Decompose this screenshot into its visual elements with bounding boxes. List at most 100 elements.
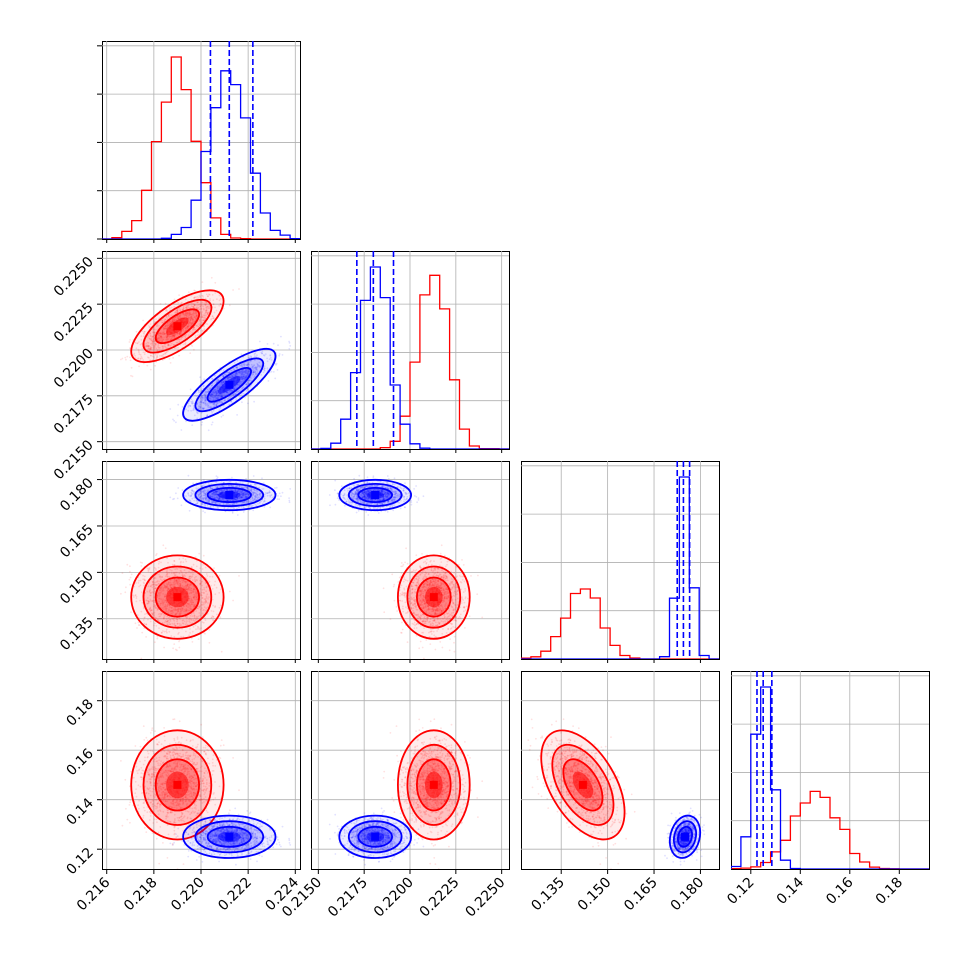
scatter-point <box>152 612 155 614</box>
scatter-point <box>227 372 230 375</box>
scatter-point <box>226 391 228 394</box>
scatter-point <box>166 335 169 338</box>
scatter-point <box>229 375 232 378</box>
scatter-point <box>195 392 197 394</box>
scatter-point <box>218 394 221 397</box>
scatter-point <box>165 339 168 341</box>
scatter-point <box>214 390 217 393</box>
scatter-point <box>193 312 196 315</box>
scatter-point <box>216 392 218 395</box>
scatter-point <box>176 309 178 312</box>
scatter-point <box>272 342 275 345</box>
scatter-point <box>188 577 191 580</box>
scatter-point <box>207 404 209 407</box>
scatter-point <box>203 393 205 396</box>
scatter-point <box>176 311 178 314</box>
scatter-point <box>207 295 210 298</box>
scatter-point <box>171 319 174 322</box>
scatter-point <box>198 322 201 325</box>
scatter-point <box>210 385 213 387</box>
scatter-point <box>234 374 237 377</box>
scatter-point <box>212 317 215 320</box>
scatter-point <box>204 392 207 394</box>
scatter-point <box>244 371 247 373</box>
scatter-point <box>159 589 161 591</box>
scatter-point <box>219 395 222 398</box>
scatter-point <box>161 337 164 339</box>
scatter-point <box>250 356 253 359</box>
scatter-point <box>212 303 215 306</box>
scatter-point <box>171 336 174 338</box>
scatter-point <box>204 403 207 405</box>
scatter-point <box>213 395 216 398</box>
scatter-point <box>208 388 211 390</box>
scatter-point <box>170 342 173 345</box>
scatter-point <box>177 315 180 318</box>
scatter-point <box>243 370 245 373</box>
scatter-point <box>227 398 230 400</box>
scatter-point <box>120 358 122 361</box>
scatter-point <box>176 581 178 583</box>
scatter-point <box>200 401 203 404</box>
scatter-point <box>152 328 155 330</box>
scatter-point <box>130 573 133 576</box>
scatter-point <box>202 385 205 388</box>
scatter-point <box>150 354 152 357</box>
scatter-point <box>212 396 215 399</box>
scatter-point <box>228 403 231 406</box>
scatter-point <box>216 380 219 382</box>
scatter-point <box>236 367 239 370</box>
scatter-point <box>288 342 291 344</box>
scatter-point <box>280 495 282 498</box>
scatter-point <box>172 418 174 421</box>
scatter-point <box>201 394 204 397</box>
scatter-point <box>245 368 248 371</box>
scatter-point <box>181 573 184 576</box>
scatter-point <box>175 613 177 615</box>
scatter-point <box>246 383 248 386</box>
scatter-point <box>191 345 194 347</box>
scatter-point <box>159 339 162 342</box>
scatter-point <box>160 335 162 338</box>
scatter-point <box>254 352 257 355</box>
scatter-point <box>202 316 205 319</box>
scatter-point <box>202 401 205 404</box>
scatter-point <box>263 365 266 367</box>
scatter-point <box>182 335 184 338</box>
scatter-point <box>188 575 191 578</box>
scatter-point <box>185 408 187 411</box>
scatter-point <box>142 578 145 581</box>
scatter-point <box>175 318 178 321</box>
scatter-point <box>149 323 152 325</box>
scatter-point <box>155 318 158 321</box>
scatter-point <box>234 374 237 377</box>
scatter-point <box>158 332 161 335</box>
scatter-point <box>198 605 201 608</box>
scatter-point <box>152 335 155 338</box>
scatter-point <box>231 512 234 514</box>
scatter-point <box>173 334 175 337</box>
scatter-point <box>169 338 172 341</box>
scatter-point <box>215 404 218 407</box>
scatter-point <box>152 353 155 355</box>
scatter-point <box>151 340 154 343</box>
scatter-point <box>256 354 258 357</box>
scatter-point <box>173 335 176 338</box>
scatter-point <box>202 398 205 400</box>
scatter-point <box>185 306 187 309</box>
scatter-point <box>167 344 170 346</box>
scatter-point <box>163 332 166 335</box>
scatter-point <box>215 404 218 407</box>
scatter-point <box>195 310 197 313</box>
scatter-point <box>201 398 204 401</box>
scatter-point <box>189 322 192 324</box>
scatter-point <box>251 374 253 377</box>
scatter-point <box>214 281 217 284</box>
scatter-point <box>263 367 266 369</box>
scatter-point <box>215 394 218 397</box>
scatter-point <box>197 638 200 640</box>
scatter-point <box>187 327 190 330</box>
scatter-point <box>244 376 247 379</box>
scatter-point <box>177 346 179 349</box>
scatter-point <box>190 398 193 400</box>
